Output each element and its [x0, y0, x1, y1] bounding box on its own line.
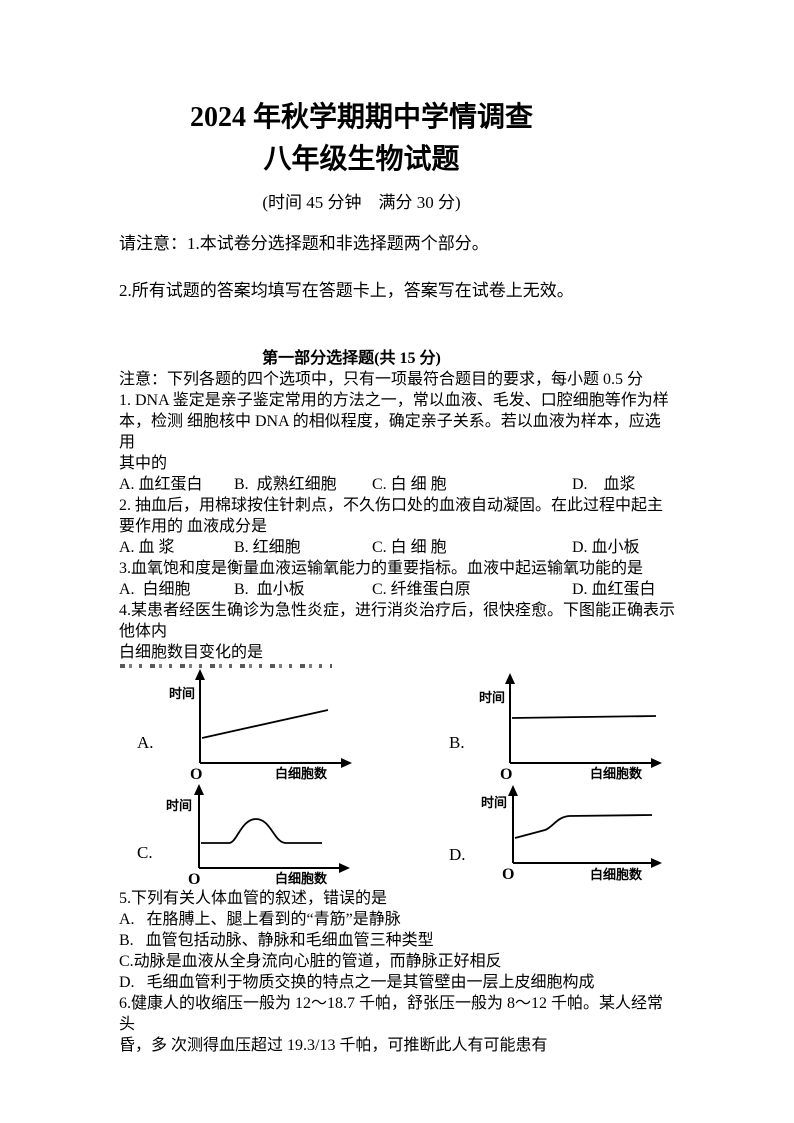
q4-graph-a: A. 时间 O 白细胞数	[137, 669, 352, 783]
q3-stem-line: 3.血氧饱和度是衡量血液运输氧能力的重要指标。血液中起运输氧功能的是	[119, 560, 644, 577]
q4-graph-d: D. 时间 O 白细胞数	[449, 785, 662, 883]
q6-stem-line: 6.健康人的收缩压一般为 12～18.7 千帕，舒张压一般为 8～12 千帕。某…	[119, 995, 664, 1033]
q2-option-d: D. 血小板	[572, 539, 640, 556]
section-note: 注意：下列各题的四个选项中，只有一项最符合题目的要求，每小题 0.5 分	[119, 371, 644, 388]
origin-label: O	[502, 866, 514, 883]
y-axis-label: 时间	[166, 798, 192, 813]
clipped-text-artifact	[120, 664, 332, 668]
page-subtitle: 八年级生物试题	[263, 144, 460, 175]
q4-graph-c: C. 时间 O 白细胞数	[137, 784, 350, 888]
q3-option-c: C. 纤维蛋白原	[372, 581, 471, 598]
q6-stem-line: 昏，多 次测得血压超过 19.3/13 千帕，可推断此人有可能患有	[119, 1037, 548, 1054]
q2-option-a: A. 血 浆	[119, 539, 175, 556]
y-axis-arrow-icon	[508, 785, 518, 796]
q1-options-row: A. 血红蛋白 B. 成熟红细胞 C. 白 细 胞 D. 血浆	[119, 474, 676, 495]
y-axis-label: 时间	[481, 795, 507, 810]
origin-label: O	[188, 871, 200, 888]
q1-option-d: D. 血浆	[572, 476, 636, 493]
curve-rising-line	[201, 709, 329, 739]
q2-option-c: C. 白 细 胞	[372, 539, 447, 556]
graph-a-label: A.	[137, 733, 154, 752]
q1-stem-line: 1. DNA 鉴定是亲子鉴定常用的方法之一，常以血液、毛发、口腔细胞等作为样	[119, 392, 669, 409]
q4-graph-row-top: A. 时间 O 白细胞数 B. 时间 O 白细胞数	[125, 668, 676, 783]
curve-rise-plateau	[514, 814, 653, 839]
y-axis-label: 时间	[169, 686, 195, 701]
q2-options-row: A. 血 浆 B. 红细胞 C. 白 细 胞 D. 血小板	[119, 537, 676, 558]
x-axis-label: 白细胞数	[590, 766, 643, 781]
origin-label: O	[500, 766, 512, 783]
graph-c-label: C.	[137, 843, 153, 862]
x-axis-label: 白细胞数	[275, 871, 328, 886]
y-axis-arrow-icon	[195, 669, 205, 680]
notice-line-2: 2.所有试题的答案均填写在答题卡上，答案写在试卷上无效。	[119, 281, 574, 300]
x-axis-label: 白细胞数	[275, 766, 328, 781]
x-axis-arrow-icon	[341, 758, 352, 768]
q5-option-c: C.动脉是血液从全身流向心脏的管道，而静脉正好相反	[119, 953, 502, 970]
q5-option-a: A. 在胳膊上、腿上看到的“青筋”是静脉	[119, 911, 401, 928]
x-axis-arrow-icon	[651, 858, 662, 868]
q3-option-d: D. 血红蛋白	[572, 581, 656, 598]
q1-option-b: B. 成熟红细胞	[234, 476, 337, 493]
x-axis-arrow-icon	[339, 863, 350, 873]
q4-graph-b: B. 时间 O 白细胞数	[449, 673, 662, 783]
q3-options-row: A. 白细胞 B. 血小板 C. 纤维蛋白原 D. 血红蛋白	[119, 579, 676, 600]
x-axis-label: 白细胞数	[590, 867, 643, 882]
q4-stem-line: 他体内	[119, 623, 168, 640]
q1-stem-line: 本，检测 细胞核中 DNA 的相似程度，确定亲子关系。若以血液为样本，应选用	[119, 413, 661, 451]
graph-d-label: D.	[449, 845, 466, 864]
q1-stem-line: 其中的	[119, 455, 168, 472]
q1-option-a: A. 血红蛋白	[119, 476, 203, 493]
q4-stem-line: 白细胞数目变化的是	[119, 644, 264, 661]
q3-option-b: B. 血小板	[234, 581, 305, 598]
page-title: 2024 年秋学期期中学情调查	[189, 102, 533, 133]
q5-option-b: B. 血管包括动脉、静脉和毛细血管三种类型	[119, 932, 434, 949]
q2-stem-line: 要作用的 血液成分是	[119, 518, 268, 535]
q4-stem-line: 4.某患者经医生确诊为急性炎症，进行消炎治疗后，很快痊愈。下图能正确表示	[119, 602, 676, 619]
exam-time-score: (时间 45 分钟 满分 30 分)	[262, 193, 461, 212]
q2-option-b: B. 红细胞	[234, 539, 301, 556]
q5-stem-line: 5.下列有关人体血管的叙述，错误的是	[119, 890, 388, 907]
q3-option-a: A. 白细胞	[119, 581, 191, 598]
title-block: 2024 年秋学期期中学情调查 八年级生物试题 (时间 45 分钟 满分 30 …	[119, 97, 676, 214]
q5-option-d: D. 毛细血管利于物质交换的特点之一是其管壁由一层上皮细胞构成	[119, 974, 595, 991]
x-axis-arrow-icon	[651, 758, 662, 768]
graph-b-label: B.	[449, 733, 465, 752]
y-axis-arrow-icon	[505, 673, 515, 684]
y-axis-label: 时间	[479, 690, 505, 705]
section-title: 第一部分选择题(共 15 分)	[262, 350, 441, 367]
y-axis-arrow-icon	[194, 784, 204, 795]
origin-label: O	[190, 766, 202, 783]
q4-graph-row-bottom: C. 时间 O 白细胞数 D. 时间 O 白细胞数	[125, 783, 676, 888]
curve-flat-bump-flat	[201, 818, 322, 844]
q2-stem-line: 2. 抽血后，用棉球按住针刺点，不久伤口处的血液自动凝固。在此过程中起主	[119, 497, 664, 514]
curve-horizontal-line	[511, 715, 657, 719]
q1-option-c: C. 白 细 胞	[372, 476, 447, 493]
notice-line-1: 请注意：1.本试卷分选择题和非选择题两个部分。	[119, 234, 489, 253]
